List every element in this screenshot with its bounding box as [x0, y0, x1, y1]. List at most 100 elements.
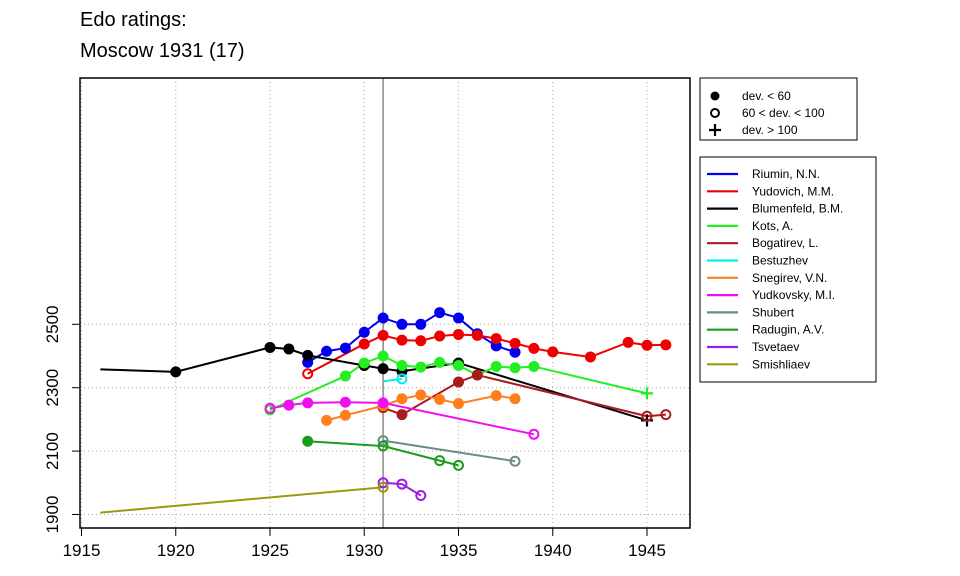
filled-circle-icon [710, 91, 720, 101]
data-point-4-1 [396, 409, 408, 421]
y-tick-label: 2500 [43, 305, 62, 343]
data-point-0-4 [377, 312, 389, 324]
data-point-1-11 [547, 346, 559, 358]
data-point-1-4 [415, 335, 427, 347]
series-line-10 [383, 481, 422, 497]
series-line-5 [382, 377, 403, 383]
data-point-7-1 [283, 399, 295, 411]
data-point-1-10 [528, 342, 540, 354]
data-point-7-3 [339, 396, 351, 408]
data-point-3-2 [358, 357, 370, 369]
data-point-1-6 [453, 328, 464, 340]
series-line-11 [100, 486, 384, 514]
data-point-2-2 [264, 341, 276, 353]
data-point-0-8 [453, 312, 464, 324]
data-point-3-11 [528, 360, 540, 372]
data-point-0-2 [339, 342, 351, 354]
data-point-9-0 [302, 435, 314, 447]
data-point-3-9 [490, 360, 502, 372]
data-point-0-3 [358, 326, 370, 338]
plus-icon [709, 124, 721, 136]
data-point-3-4 [396, 360, 408, 372]
data-point-1-2 [377, 329, 389, 341]
data-point-10-2 [415, 489, 427, 501]
data-point-6-6 [453, 398, 464, 410]
data-point-6-0 [321, 414, 333, 426]
x-tick-label: 1930 [345, 541, 383, 560]
data-point-11-1 [377, 481, 389, 493]
series-line-9 [307, 440, 459, 467]
y-tick-label: 2100 [43, 432, 62, 470]
legend-label-3: Kots, A. [752, 219, 793, 233]
x-tick-label: 1915 [63, 541, 101, 560]
series-line-2 [100, 346, 648, 422]
data-point-1-9 [509, 337, 521, 349]
legend-label-9: Radugin, A.V. [752, 323, 824, 337]
data-point-3-7 [453, 360, 464, 372]
legend-label-6: Snegirev, V.N. [752, 271, 827, 285]
series-line-1 [307, 333, 666, 375]
chart-title-line2: Moscow 1931 (17) [80, 40, 245, 62]
data-point-6-3 [396, 393, 408, 405]
data-point-1-14 [641, 339, 653, 351]
data-point-2-6 [377, 363, 389, 375]
x-tick-label: 1940 [534, 541, 572, 560]
data-point-0-5 [396, 318, 408, 330]
data-point-8-0 [377, 435, 389, 447]
data-point-2-4 [302, 349, 314, 361]
data-point-7-4 [377, 397, 389, 409]
y-tick-label: 2300 [43, 369, 62, 407]
data-point-4-2 [453, 376, 464, 388]
data-point-1-7 [471, 329, 483, 341]
data-point-6-8 [509, 393, 521, 405]
data-point-2-1 [170, 366, 182, 378]
data-point-1-8 [490, 333, 502, 345]
legend-label-2: Blumenfeld, B.M. [752, 202, 843, 216]
legend-label-10: Tsvetaev [752, 340, 799, 354]
data-point-6-7 [490, 390, 502, 402]
legend-label-5: Bestuzhev [752, 254, 808, 268]
data-point-9-1 [377, 440, 389, 452]
data-point-3-5 [415, 361, 427, 373]
x-tick-label: 1945 [628, 541, 666, 560]
data-point-1-12 [584, 351, 596, 363]
data-point-6-5 [434, 393, 446, 405]
data-point-0-6 [415, 318, 427, 330]
legend-label-11: Smishliaev [752, 357, 810, 371]
data-point-2-3 [283, 343, 295, 355]
legend-label-8: Shubert [752, 305, 795, 319]
data-point-9-3 [453, 459, 464, 471]
data-point-0-1 [321, 345, 333, 357]
marker-legend-box [699, 77, 858, 141]
data-point-7-5 [528, 428, 540, 440]
data-point-10-1 [396, 478, 408, 490]
open-circle-icon [710, 108, 720, 118]
data-point-1-15 [660, 339, 672, 351]
x-tick-label: 1925 [251, 541, 289, 560]
data-point-0-7 [434, 307, 446, 319]
data-point-3-6 [434, 356, 446, 368]
data-point-8-1 [509, 455, 521, 467]
marker-legend-label: dev. < 60 [742, 89, 791, 103]
plot-frame [79, 77, 691, 529]
data-point-1-3 [396, 334, 408, 346]
data-point-1-5 [434, 330, 446, 342]
legend-label-1: Yudovich, M.M. [752, 184, 834, 198]
chart-title-line1: Edo ratings: [80, 9, 187, 31]
data-point-1-13 [622, 336, 634, 348]
data-point-1-0 [302, 368, 314, 380]
data-point-5-1 [396, 373, 408, 385]
data-point-7-2 [302, 397, 314, 409]
data-point-6-1 [339, 409, 351, 421]
data-point-9-2 [434, 455, 446, 467]
data-point-3-12 [641, 387, 653, 400]
data-point-7-0 [264, 402, 276, 414]
legend-label-7: Yudkovsky, M.I. [752, 288, 835, 302]
series-legend-box [699, 156, 877, 383]
marker-legend-label: dev. > 100 [742, 123, 798, 137]
data-point-1-1 [358, 338, 370, 350]
data-point-4-5 [660, 409, 672, 421]
data-point-4-4 [641, 410, 653, 422]
y-tick-label: 1900 [43, 496, 62, 534]
